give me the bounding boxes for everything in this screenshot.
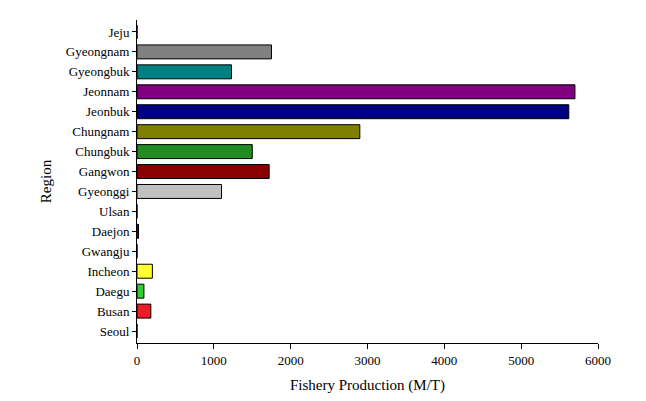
svg-text:Daejon: Daejon (92, 224, 130, 239)
svg-text:Gyeonggi: Gyeonggi (78, 184, 130, 199)
svg-text:Jeonnam: Jeonnam (83, 84, 129, 99)
svg-text:Daegu: Daegu (95, 284, 129, 299)
svg-text:Seoul: Seoul (100, 324, 130, 339)
svg-text:Busan: Busan (97, 304, 130, 319)
svg-text:Gyeongnam: Gyeongnam (66, 44, 130, 59)
svg-text:Gwangju: Gwangju (82, 244, 130, 259)
svg-text:Region: Region (38, 159, 54, 203)
svg-text:Gyeongbuk: Gyeongbuk (69, 64, 130, 79)
svg-text:5000: 5000 (508, 353, 534, 368)
svg-text:Jeonbuk: Jeonbuk (86, 104, 130, 119)
svg-text:4000: 4000 (431, 353, 457, 368)
svg-text:Chungnam: Chungnam (72, 124, 129, 139)
svg-text:Ulsan: Ulsan (99, 204, 130, 219)
svg-text:Incheon: Incheon (88, 264, 130, 279)
svg-text:6000: 6000 (585, 353, 611, 368)
svg-text:Gangwon: Gangwon (79, 164, 130, 179)
svg-text:Fishery Production (M/T): Fishery Production (M/T) (290, 377, 445, 394)
svg-text:Chungbuk: Chungbuk (75, 144, 130, 159)
svg-text:1000: 1000 (201, 353, 227, 368)
svg-text:0: 0 (134, 353, 141, 368)
svg-text:Jeju: Jeju (108, 25, 129, 40)
svg-text:2000: 2000 (278, 353, 304, 368)
svg-text:3000: 3000 (355, 353, 381, 368)
